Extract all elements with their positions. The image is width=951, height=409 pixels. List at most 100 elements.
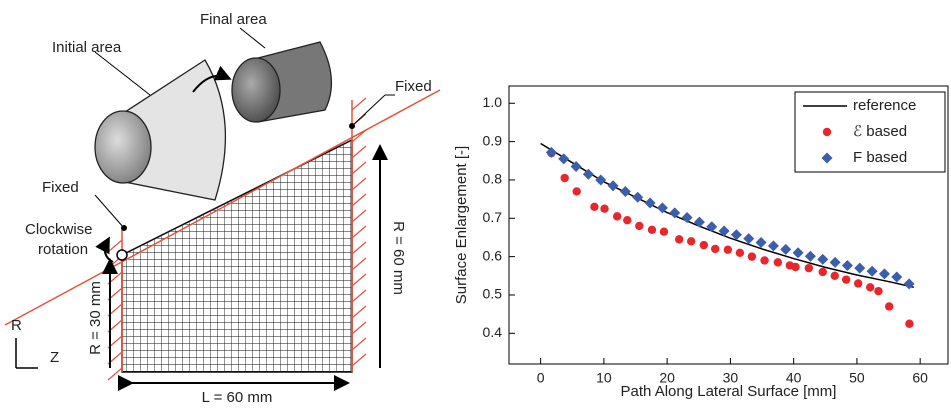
point bbox=[706, 221, 718, 233]
point bbox=[635, 221, 644, 231]
legend-swatch bbox=[822, 127, 832, 137]
y-axis-label: Surface Enlargement [-] bbox=[453, 146, 470, 304]
point bbox=[884, 302, 894, 311]
point bbox=[866, 265, 878, 277]
leader bbox=[94, 51, 151, 96]
point bbox=[743, 233, 755, 245]
point bbox=[674, 235, 684, 244]
point bbox=[723, 245, 733, 254]
y-tick-label: 0.5 bbox=[483, 286, 503, 302]
point bbox=[730, 229, 742, 241]
point bbox=[792, 247, 804, 259]
point bbox=[841, 259, 853, 271]
point bbox=[718, 225, 730, 237]
point bbox=[582, 168, 594, 180]
point bbox=[681, 212, 693, 224]
x-tick-label: 50 bbox=[849, 370, 865, 386]
hatch bbox=[351, 193, 367, 207]
hatch bbox=[107, 367, 123, 381]
point bbox=[686, 237, 696, 246]
hatch bbox=[351, 257, 367, 271]
point bbox=[669, 207, 681, 219]
point bbox=[878, 268, 890, 280]
hatch bbox=[351, 353, 367, 367]
point bbox=[693, 216, 705, 228]
point bbox=[841, 275, 851, 284]
axes-icon bbox=[15, 338, 38, 369]
point bbox=[865, 283, 875, 292]
point bbox=[903, 278, 915, 290]
label: rotation bbox=[38, 241, 88, 258]
point bbox=[607, 180, 619, 192]
hatch bbox=[351, 177, 367, 191]
leader bbox=[351, 94, 386, 127]
y-tick-label: 0.7 bbox=[483, 209, 503, 225]
point bbox=[595, 174, 607, 186]
x-tick-label: 30 bbox=[723, 370, 739, 386]
point bbox=[656, 202, 668, 214]
point bbox=[773, 258, 783, 267]
point bbox=[755, 236, 767, 248]
label: Clockwise bbox=[25, 221, 93, 238]
pivot bbox=[116, 249, 128, 261]
point bbox=[891, 271, 903, 283]
hatch bbox=[351, 129, 367, 143]
point bbox=[644, 197, 656, 209]
x-tick-label: 40 bbox=[786, 370, 802, 386]
hatch bbox=[351, 225, 367, 239]
point bbox=[711, 244, 720, 254]
x-tick-label: 0 bbox=[537, 370, 545, 386]
point bbox=[767, 240, 779, 252]
y-tick-label: 1.0 bbox=[483, 94, 503, 110]
label: L = 60 mm bbox=[202, 389, 273, 406]
plot-frame bbox=[508, 85, 949, 365]
hatch bbox=[351, 241, 367, 255]
hatch bbox=[351, 161, 367, 175]
point bbox=[830, 271, 839, 281]
lateral-line bbox=[4, 89, 441, 326]
point bbox=[747, 252, 757, 261]
hatch bbox=[351, 97, 367, 111]
point bbox=[600, 204, 609, 213]
point bbox=[817, 253, 829, 265]
legend-swatch bbox=[821, 152, 833, 164]
initial-body bbox=[124, 59, 227, 201]
point bbox=[560, 173, 569, 183]
final-face bbox=[231, 57, 281, 123]
hatch bbox=[351, 209, 367, 223]
label: Final area bbox=[200, 11, 267, 28]
y-tick-label: 0.4 bbox=[483, 324, 503, 340]
point bbox=[632, 191, 644, 203]
point bbox=[623, 216, 632, 225]
point bbox=[829, 256, 841, 268]
x-tick-label: 20 bbox=[659, 370, 675, 386]
hatch bbox=[107, 239, 123, 253]
point bbox=[545, 146, 557, 158]
point bbox=[570, 161, 582, 173]
hatch bbox=[351, 289, 367, 303]
label: Initial area bbox=[52, 39, 122, 56]
arrow bbox=[192, 65, 232, 93]
label: Fixed bbox=[42, 179, 79, 196]
leader bbox=[239, 27, 266, 49]
y-tick-label: 0.6 bbox=[483, 247, 503, 263]
hatch bbox=[351, 321, 367, 335]
legend-label: ℰ based bbox=[853, 123, 907, 140]
hatch bbox=[351, 145, 367, 159]
y-tick-label: 0.8 bbox=[483, 171, 503, 187]
leader bbox=[94, 194, 125, 229]
point bbox=[558, 153, 570, 165]
point bbox=[619, 185, 631, 197]
hatch bbox=[351, 273, 367, 287]
hatch bbox=[351, 337, 367, 351]
point bbox=[699, 240, 709, 250]
diagram: Initial area Final area Fixed Fixed Cloc… bbox=[4, 11, 441, 406]
label: R bbox=[11, 317, 22, 334]
legend-label: reference bbox=[853, 97, 916, 114]
hatch bbox=[351, 305, 367, 319]
point bbox=[853, 279, 863, 288]
label: R = 30 mm bbox=[87, 281, 104, 355]
label: Fixed bbox=[395, 78, 432, 95]
